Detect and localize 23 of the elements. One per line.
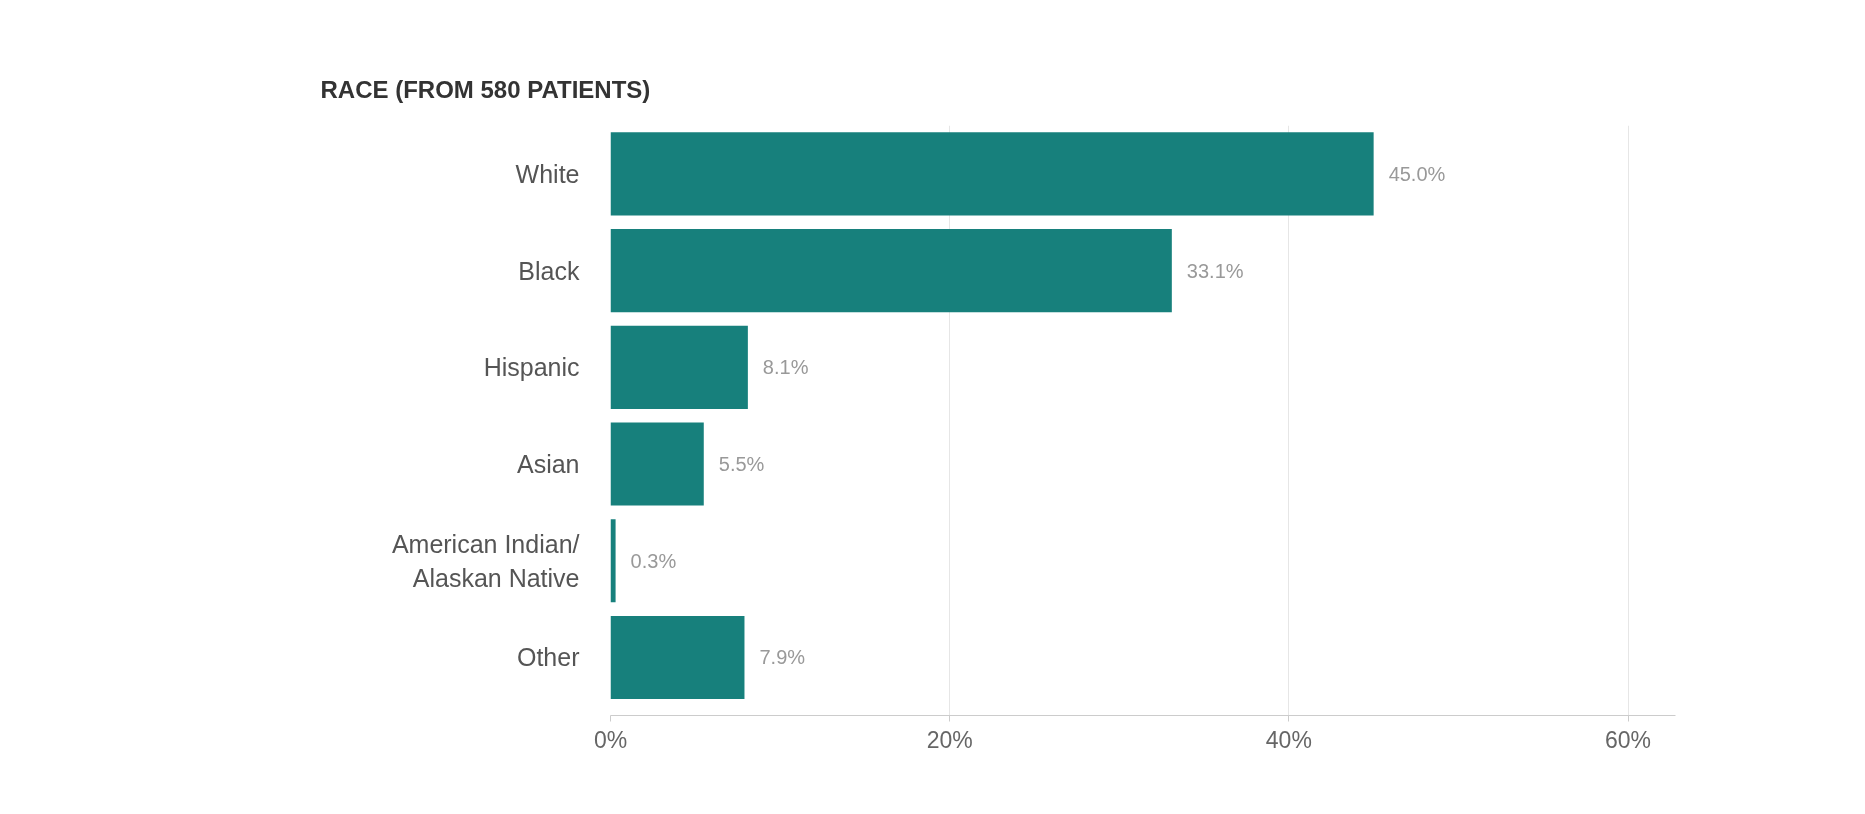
bar bbox=[610, 228, 1172, 313]
y-tick-label: Asian bbox=[516, 450, 580, 479]
x-tick-label: 0% bbox=[593, 726, 628, 753]
y-tick-label: Other bbox=[516, 643, 580, 672]
x-tick-label: 60% bbox=[1605, 726, 1652, 753]
bar bbox=[610, 519, 616, 603]
y-tick-label: White bbox=[515, 159, 580, 188]
data-label: 45.0% bbox=[1388, 162, 1446, 185]
data-label: 7.9% bbox=[759, 646, 806, 669]
y-tick-label: Black bbox=[518, 256, 580, 285]
bar bbox=[610, 615, 745, 700]
bar bbox=[610, 132, 1374, 216]
data-label: 0.3% bbox=[630, 549, 677, 572]
bar bbox=[610, 422, 704, 506]
data-label: 33.1% bbox=[1186, 259, 1244, 282]
data-label: 5.5% bbox=[718, 453, 765, 476]
bar bbox=[610, 325, 748, 409]
chart-title: RACE (FROM 580 PATIENTS) bbox=[320, 76, 651, 103]
data-label: 8.1% bbox=[762, 356, 809, 379]
x-tick-label: 20% bbox=[926, 726, 973, 753]
x-tick-label: 40% bbox=[1265, 726, 1312, 753]
y-tick-label: Hispanic bbox=[483, 353, 580, 382]
y-tick-label: American Indian/ Alaskan Native bbox=[391, 529, 580, 592]
